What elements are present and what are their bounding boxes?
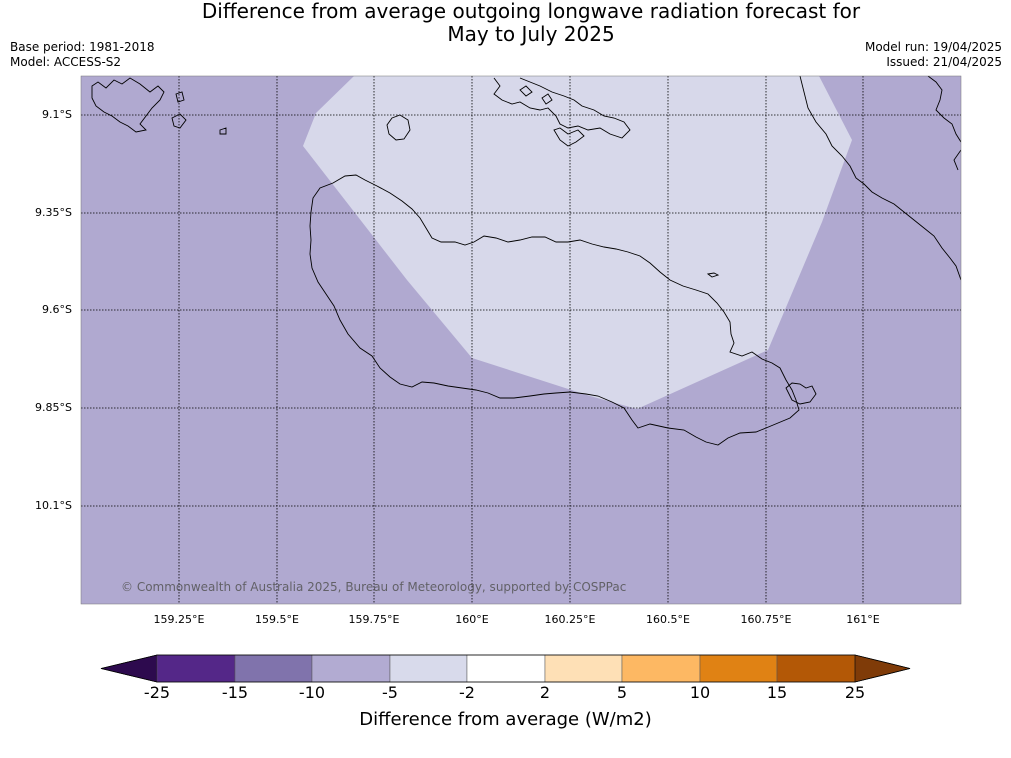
longitude-tick-label: 160°E [455,613,489,626]
malaita-coast [799,76,961,281]
graticule [81,76,961,604]
longitude-tick-label: 161°E [846,613,880,626]
latitude-tick-label: 9.85°S [35,401,72,414]
colorbar-tick-label: -2 [459,683,475,702]
colorbar-outline [100,654,911,683]
colorbar-segment [156,654,236,683]
colorbar-tick-label: -5 [382,683,398,702]
title-line-1: Difference from average outgoing longwav… [201,0,861,23]
longitude-tick-label: 160.5°E [646,613,690,626]
colorbar-segment [621,654,701,683]
map-area [81,76,961,604]
colorbar-tick-label: 15 [766,683,788,702]
copyright-notice: © Commonwealth of Australia 2025, Bureau… [121,580,627,594]
colorbar-tick-label: 25 [844,683,866,702]
florida-islands-south [553,127,585,147]
latitude-tick-label: 9.35°S [35,206,72,219]
colorbar-tick-label: -25 [143,683,171,702]
colorbar-tick-label: 5 [616,683,628,702]
colorbar-segment [234,654,313,683]
anomaly-minus5-to-minus2-region [303,76,852,409]
meta-left: Base period: 1981-2018 Model: ACCESS-S2 [10,40,155,70]
colorbar-segment [466,654,546,683]
map-frame [80,75,962,605]
russell-islets [171,91,227,135]
colorbar-tick-label: -10 [298,683,326,702]
small-island-east [706,272,720,278]
map-title: Difference from average outgoing longwav… [0,0,1011,46]
latitude-tick-label: 9.6°S [42,303,72,316]
base-period-text: Base period: 1981-2018 [10,40,155,54]
title-line-2: May to July 2025 [447,22,615,46]
savo-island [386,114,411,141]
colorbar-segment [389,654,468,683]
colorbar-segment [776,654,856,683]
longitude-tick-label: 159.5°E [255,613,299,626]
longitude-tick-label: 159.25°E [153,613,205,626]
latitude-tick-label: 9.1°S [42,108,72,121]
colorbar-segment [699,654,778,683]
meta-right: Model run: 19/04/2025 Issued: 21/04/2025 [865,40,1002,70]
malaita-east [953,149,961,171]
guadalcanal-coast [309,174,800,446]
colorbar-tick-label: 2 [539,683,551,702]
colorbar-segment [544,654,623,683]
colorbar-extend-high [854,654,911,683]
longitude-tick-label: 160.75°E [740,613,792,626]
florida-islands [493,77,631,139]
colorbar-tick-label: 10 [689,683,711,702]
longitude-tick-label: 160.25°E [544,613,596,626]
issued-text: Issued: 21/04/2025 [886,55,1002,69]
colorbar-tick-label: -15 [221,683,249,702]
longitude-tick-label: 159.75°E [348,613,400,626]
colorbar-extend-low [100,654,158,683]
colorbar-title: Difference from average (W/m2) [359,709,652,730]
marau-islets [785,382,817,405]
model-text: Model: ACCESS-S2 [10,55,122,69]
model-run-text: Model run: 19/04/2025 [864,40,1002,54]
colorbar-segment [311,654,391,683]
colorbar [100,654,911,683]
ngella-bits [519,85,553,105]
latitude-tick-label: 10.1°S [35,499,72,512]
malaita-north [927,76,961,143]
